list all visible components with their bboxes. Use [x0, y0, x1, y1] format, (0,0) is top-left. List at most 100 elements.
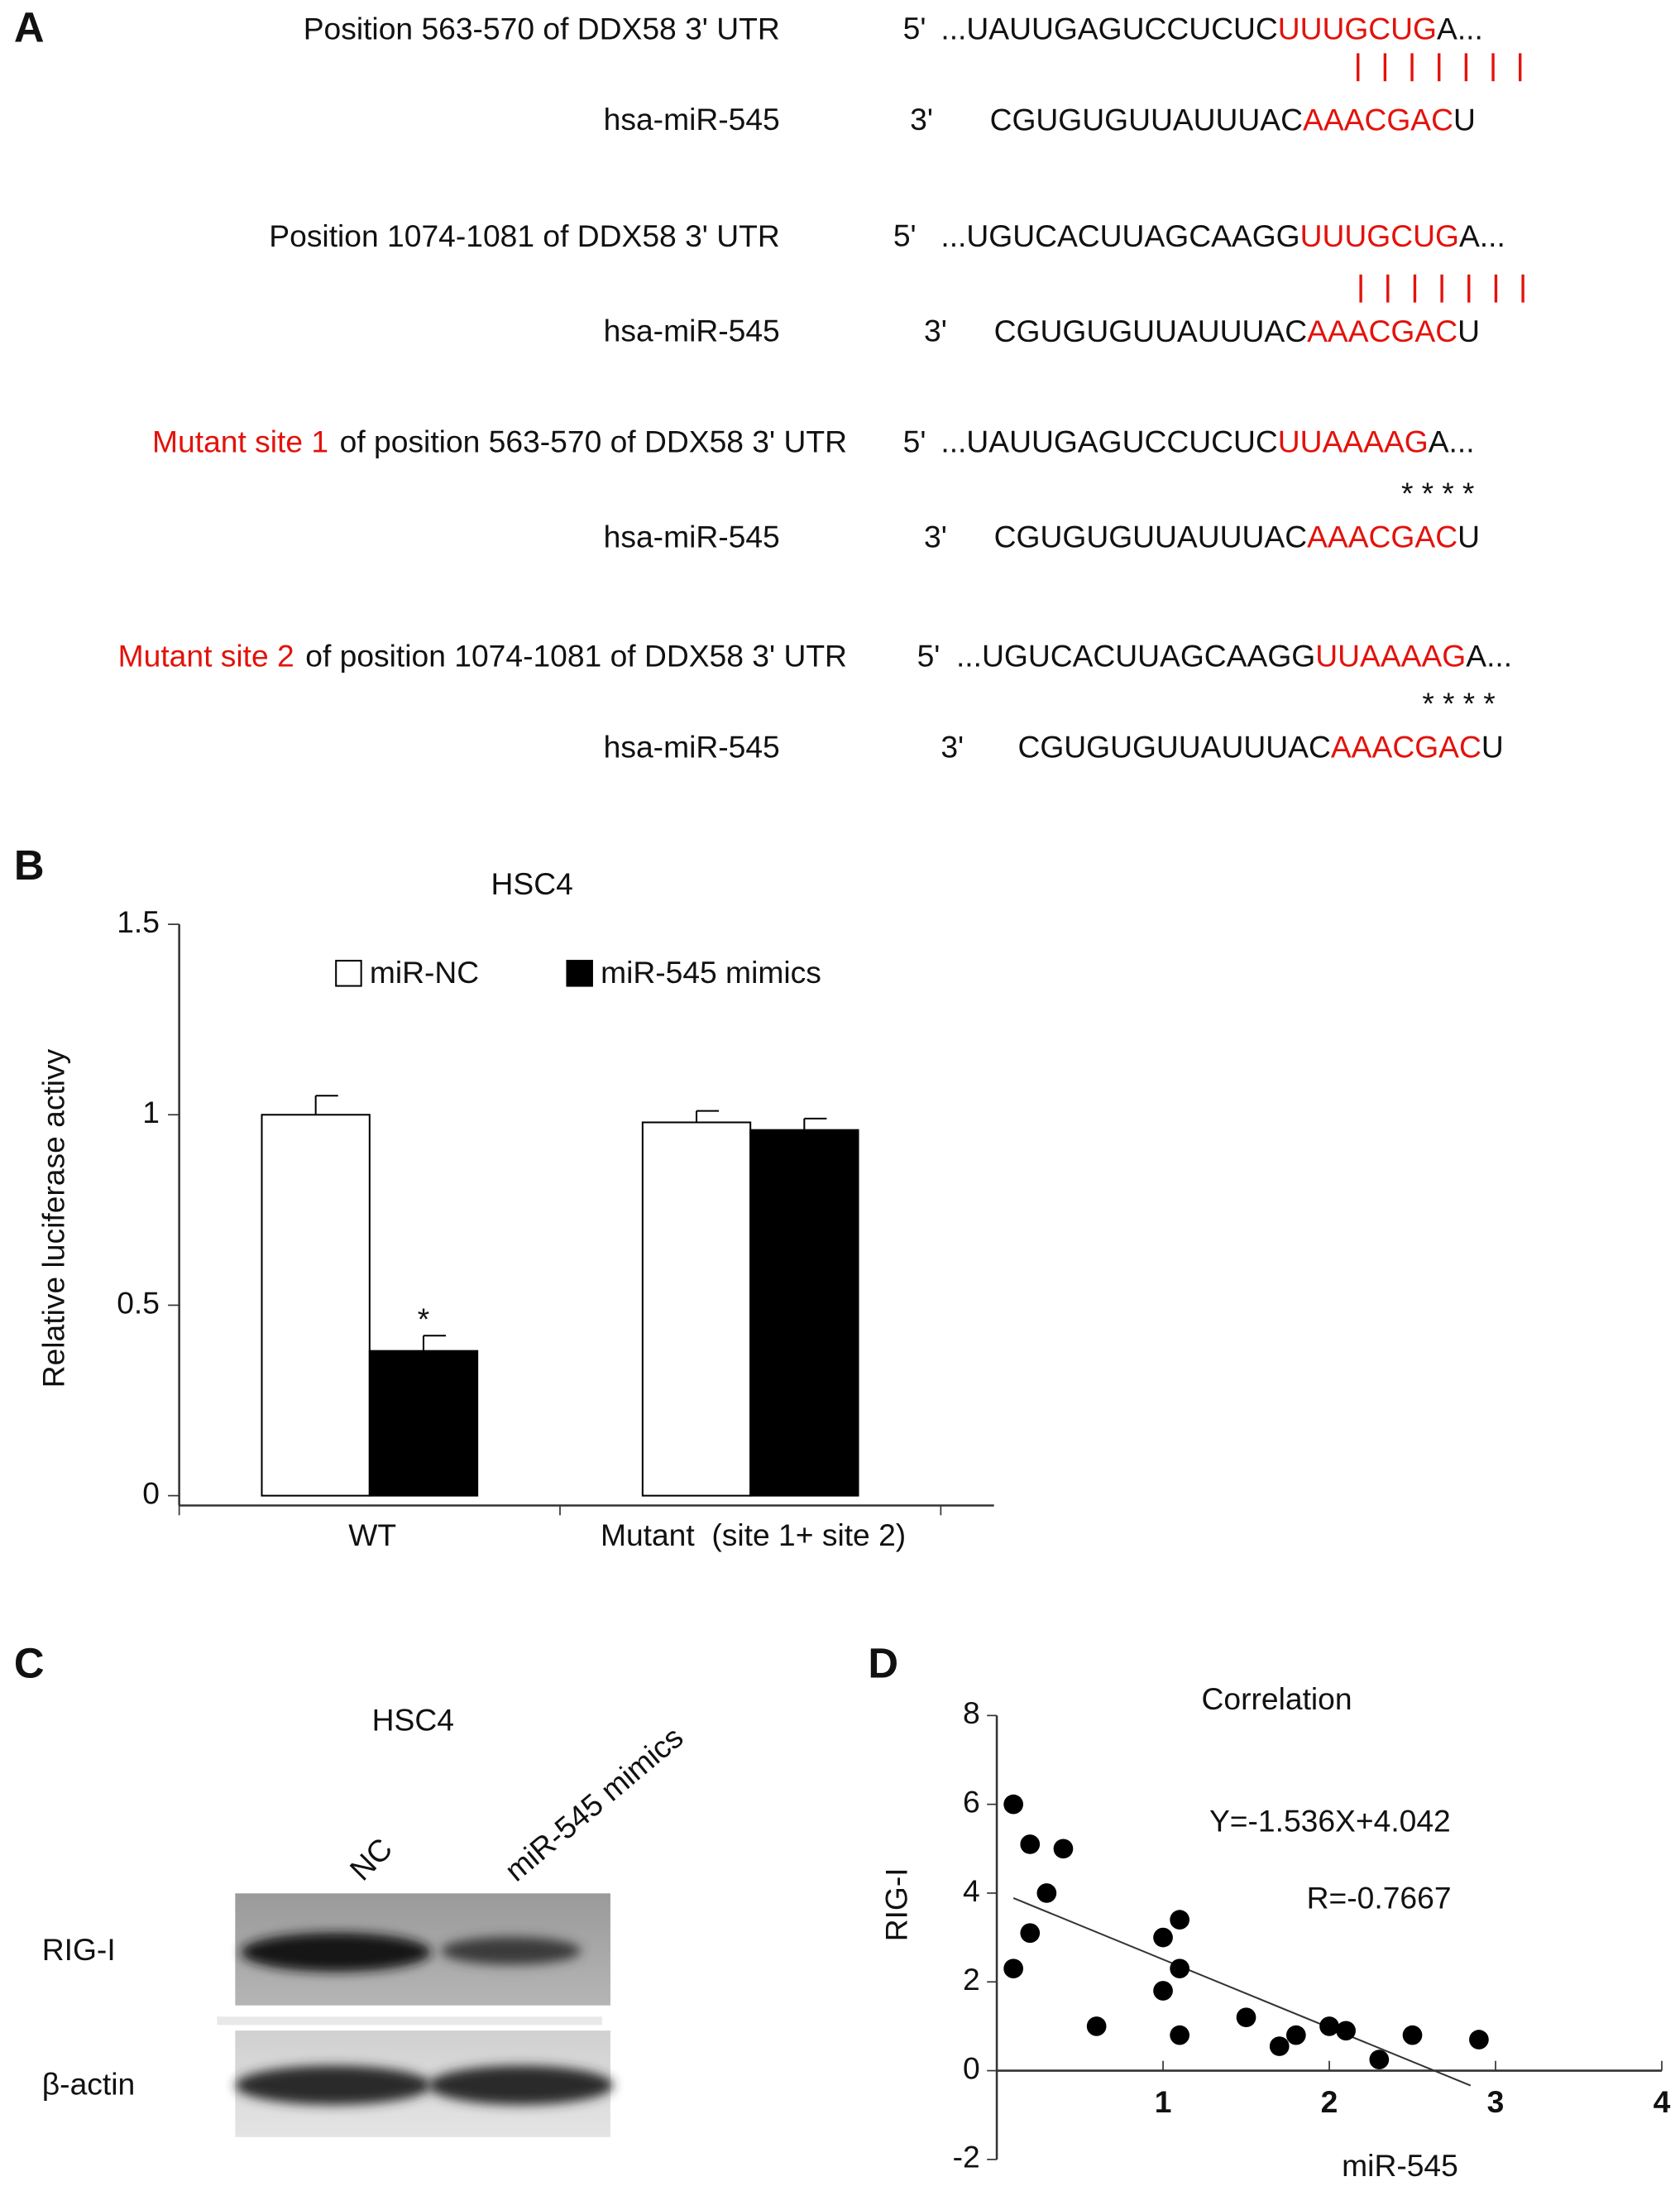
point [1036, 1883, 1057, 1903]
bar [368, 1350, 479, 1497]
x-tick-label: Mutant (site 1+ site 2) [601, 1517, 906, 1552]
row-label: β-actin [42, 2067, 135, 2102]
site-label-text: of position 563-570 of DDX58 3' UTR [340, 424, 847, 458]
site-label: Position 563-570 of DDX58 3' UTR [304, 11, 780, 46]
bar [261, 1114, 371, 1497]
site-label: Mutant site 1 of position 563-570 of DDX5… [152, 424, 847, 458]
site-label-text: Position 563-570 of DDX58 3' UTR [304, 11, 780, 46]
y-tick-label: 0 [963, 2050, 980, 2085]
chart-title: HSC4 [491, 866, 573, 901]
x-tick-label: 2 [1321, 2084, 1338, 2119]
blot-band [428, 2065, 614, 2105]
prime-label: 5' [903, 11, 926, 46]
x-tick-label: 3 [1487, 2084, 1505, 2119]
mutant-label: Mutant site 2 [118, 638, 294, 673]
legend-label: miR-545 mimics [601, 955, 821, 990]
blot-band [441, 1936, 582, 1965]
seed-site: UUUGCUG [1278, 11, 1437, 46]
point [1269, 2036, 1290, 2056]
sequence: CGUGUGUUAUUUAC [994, 314, 1307, 348]
site-label: Position 1074-1081 of DDX58 3' UTR [269, 218, 779, 253]
panel-label: C [14, 1640, 45, 1687]
x-tick-label: 4 [1654, 2084, 1671, 2119]
y-tick-label: 0.5 [117, 1285, 160, 1320]
point [1020, 1834, 1041, 1854]
panel-label: A [14, 4, 45, 51]
seed-site: AAACGAC [1303, 102, 1453, 137]
point [1170, 2025, 1189, 2045]
point [1003, 1958, 1024, 1979]
sequence: ...UAUUGAGUCCUCUC [941, 11, 1277, 46]
seed-site: AAACGAC [1307, 519, 1457, 554]
y-tick-label: 2 [963, 1962, 980, 1997]
point [1003, 1794, 1024, 1815]
sequence: A... [1437, 11, 1483, 46]
point [1469, 2030, 1489, 2050]
point [1053, 1839, 1074, 1859]
sequence: CGUGUGUUAUUUAC [994, 519, 1307, 554]
legend-label: miR-NC [370, 955, 479, 990]
mirna-label: hsa-miR-545 [604, 102, 780, 137]
prime-label: 5' [893, 218, 917, 253]
prime-label: 3' [941, 729, 964, 764]
mismatch-marks: **** [1422, 686, 1504, 721]
blot-band [235, 2065, 432, 2105]
point [1153, 1927, 1173, 1948]
utr-sequence: ...UGUCACUUAGCAAGGUUAAAAGA... [956, 638, 1512, 673]
error-bar [314, 1095, 338, 1115]
seed-site: UUAAAAG [1315, 638, 1466, 673]
seed-site: UUAAAAG [1278, 424, 1429, 458]
x-tick-label: 1 [1155, 2084, 1172, 2119]
utr-sequence: ...UGUCACUUAGCAAGGUUUGCUGA... [941, 218, 1505, 253]
y-tick-label: 1.5 [117, 904, 160, 939]
y-tick-label: 1 [142, 1095, 160, 1129]
x-axis-label: miR-545 [1342, 2148, 1458, 2183]
mutant-label: Mutant site 1 [152, 424, 328, 458]
prime-label: 3' [910, 102, 933, 137]
y-axis-label: RIG-I [878, 1867, 913, 1941]
y-tick-label: 8 [963, 1695, 980, 1730]
lane-label: miR-545 mimics [498, 1719, 689, 1888]
western-blot [217, 1893, 614, 2137]
sequence: CGUGUGUUAUUUAC [990, 102, 1303, 137]
blot-title: HSC4 [372, 1703, 454, 1738]
site-label-text: Position 1074-1081 of DDX58 3' UTR [269, 218, 779, 253]
sequence: A... [1466, 638, 1512, 673]
point [1285, 2025, 1306, 2045]
seed-site: UUUGCUG [1300, 218, 1459, 253]
trendline [1012, 1897, 1472, 2087]
prime-label: 5' [903, 424, 926, 458]
sequence: A... [1459, 218, 1505, 253]
mirna-sequence: CGUGUGUUAUUUACAAACGACU [994, 519, 1480, 554]
chart-title: Correlation [1202, 1681, 1352, 1716]
sequence: A... [1429, 424, 1475, 458]
legend-swatch [335, 960, 362, 987]
sequence: U [1481, 729, 1504, 764]
sequence: ...UGUCACUUAGCAAGG [956, 638, 1315, 673]
sequence: CGUGUGUUAUUUAC [1017, 729, 1330, 764]
mirna-label: hsa-miR-545 [604, 519, 780, 554]
utr-sequence: ...UAUUGAGUCCUCUCUUAAAAGA... [941, 424, 1474, 458]
prime-label: 3' [924, 519, 947, 554]
y-tick-label: 4 [963, 1873, 980, 1908]
seed-site: AAACGAC [1307, 314, 1457, 348]
point [1153, 1981, 1173, 2001]
equation-label: Y=-1.536X+4.042 [1209, 1804, 1451, 1839]
y-tick-label: 0 [142, 1475, 160, 1510]
mirna-label: hsa-miR-545 [604, 729, 780, 764]
lane-label: NC [342, 1831, 399, 1887]
point [1319, 2016, 1339, 2036]
sequence: ...UGUCACUUAGCAAGG [941, 218, 1299, 253]
mirna-label: hsa-miR-545 [604, 314, 780, 348]
error-bar [422, 1335, 447, 1351]
point [1086, 2016, 1107, 2036]
mirna-sequence: CGUGUGUUAUUUACAAACGACU [1017, 729, 1503, 764]
error-bar [803, 1117, 827, 1130]
point [1336, 2021, 1356, 2041]
row-label: RIG-I [42, 1932, 116, 1967]
panel-label: D [868, 1640, 898, 1687]
utr-sequence: ...UAUUGAGUCCUCUCUUUGCUGA... [941, 11, 1483, 46]
prime-label: 5' [917, 638, 941, 673]
